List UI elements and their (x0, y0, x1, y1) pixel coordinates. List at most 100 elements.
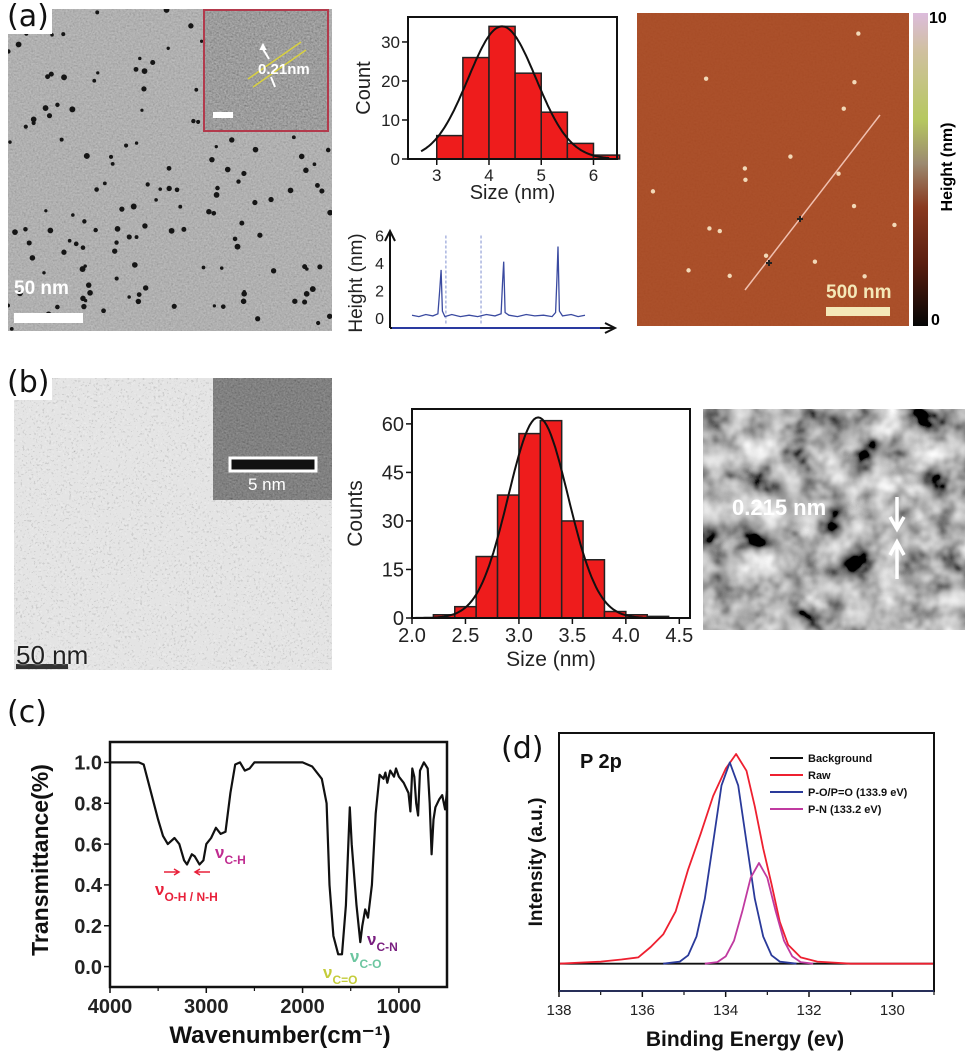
c-ftir: 4000 3000 2000 1000 0.0 0.2 0.4 0.6 0.8 1.0 Wavenu… (27, 740, 449, 1049)
hrtem-image-b (703, 409, 965, 630)
nanoparticle (239, 220, 245, 226)
afm-particle (852, 79, 857, 85)
afm-particles (650, 31, 897, 279)
afm-particle (650, 189, 656, 194)
band-annotation: νC-H (215, 843, 246, 867)
nanoparticle (135, 298, 142, 305)
nanoparticle (94, 187, 99, 192)
x-tick-label: 136 (630, 1002, 655, 1019)
nu-symbol: ν (323, 963, 332, 982)
nanoparticle (83, 152, 90, 159)
nanoparticle (83, 298, 88, 303)
nanoparticle (220, 304, 226, 309)
nanoparticle (213, 192, 220, 198)
nanoparticle (114, 226, 121, 232)
colorbar-max: 10 (929, 10, 947, 27)
y-axis-label: Counts (344, 480, 367, 547)
nanoparticle (219, 266, 224, 270)
colorbar-min: 0 (931, 312, 940, 329)
nanoparticle (134, 235, 139, 240)
nanoparticle (79, 266, 86, 273)
nanoparticle (142, 223, 148, 229)
x-tick-label: 2.5 (452, 625, 480, 647)
nanoparticle (80, 245, 86, 250)
histogram-bar (560, 520, 584, 619)
nanoparticle (252, 146, 259, 153)
nanoparticle (166, 165, 172, 171)
histogram-bar (582, 559, 606, 619)
nanoparticle (17, 290, 23, 297)
y-tick-label: 0.2 (74, 916, 102, 938)
y-axis-label: Height (nm) (346, 233, 367, 332)
legend-label: P-O/P=O (133.9 eV) (808, 787, 908, 799)
afm-particle (763, 253, 769, 258)
height-profile-line (411, 246, 586, 318)
nanoparticle (232, 236, 238, 242)
nanoparticle (102, 181, 107, 186)
nanoparticle (81, 303, 87, 310)
nanoparticle (316, 320, 321, 326)
x-axis-label: Size (nm) (506, 648, 596, 671)
nanoparticle (23, 226, 28, 232)
x-tick-label: 130 (880, 1002, 905, 1019)
nanoparticle (317, 264, 323, 270)
nanoparticle (212, 304, 216, 308)
x-tick-label: 4.5 (665, 625, 693, 647)
scale-bar (16, 664, 68, 669)
a-height-profile: 0 2 4 6 Height (nm) (346, 228, 618, 334)
x-axis-label: Wavenumber(cm⁻¹) (169, 1022, 390, 1049)
nu-symbol: ν (215, 843, 224, 862)
nanoparticle (199, 39, 204, 43)
nanoparticle (48, 71, 54, 77)
histogram-bar (518, 432, 542, 619)
nanoparticle (55, 304, 60, 310)
nanoparticle (71, 213, 75, 217)
band-subscript: C-H (224, 853, 245, 867)
lattice-spacing-label-b: 0.215 nm (732, 495, 827, 520)
scale-bar (826, 307, 890, 316)
nanoparticle (9, 326, 14, 331)
nanoparticle (15, 41, 22, 48)
nanoparticle (61, 32, 66, 37)
nanoparticle (29, 255, 36, 261)
afm-particle (856, 31, 861, 36)
nanoparticle (119, 206, 125, 212)
nanoparticle (214, 145, 218, 149)
plot-frame (407, 16, 618, 160)
nanoparticle (255, 316, 261, 322)
y-tick-label: 0.4 (74, 875, 103, 897)
nanoparticle (303, 290, 310, 297)
nanoparticle (141, 86, 147, 92)
afm-particle (703, 76, 709, 81)
nanoparticle (134, 141, 139, 145)
nanoparticle (224, 166, 231, 173)
nanoparticle (287, 187, 294, 194)
y-tick-label: 0.8 (74, 793, 102, 815)
nanoparticle (95, 10, 100, 15)
xps-series-line (704, 862, 814, 965)
nanoparticle (206, 208, 212, 215)
nanoparticle (112, 248, 118, 254)
nanoparticle (85, 282, 92, 288)
colorbar (913, 13, 928, 326)
nanoparticle (145, 182, 150, 187)
nanoparticle (42, 271, 46, 275)
nanoparticle (45, 74, 51, 80)
chart-title: P 2p (580, 751, 622, 773)
nu-symbol: ν (367, 930, 376, 949)
panel-label-c: (c) (4, 696, 50, 730)
y-tick-label: 30 (381, 33, 400, 52)
nanoparticle (257, 232, 263, 238)
histogram-bar (566, 142, 595, 160)
y-tick-label: 0.6 (74, 834, 102, 856)
y-tick-label: 30 (382, 511, 404, 533)
nanoparticle (61, 249, 67, 255)
x-tick-label: 1000 (377, 996, 422, 1018)
nanoparticle (114, 276, 119, 281)
nanoparticle (241, 291, 247, 297)
nanoparticle (8, 140, 12, 144)
x-tick-label: 6 (589, 166, 598, 185)
histogram-bar (462, 56, 490, 160)
x-tick-label: 138 (546, 1002, 571, 1019)
scale-bar (228, 456, 318, 473)
